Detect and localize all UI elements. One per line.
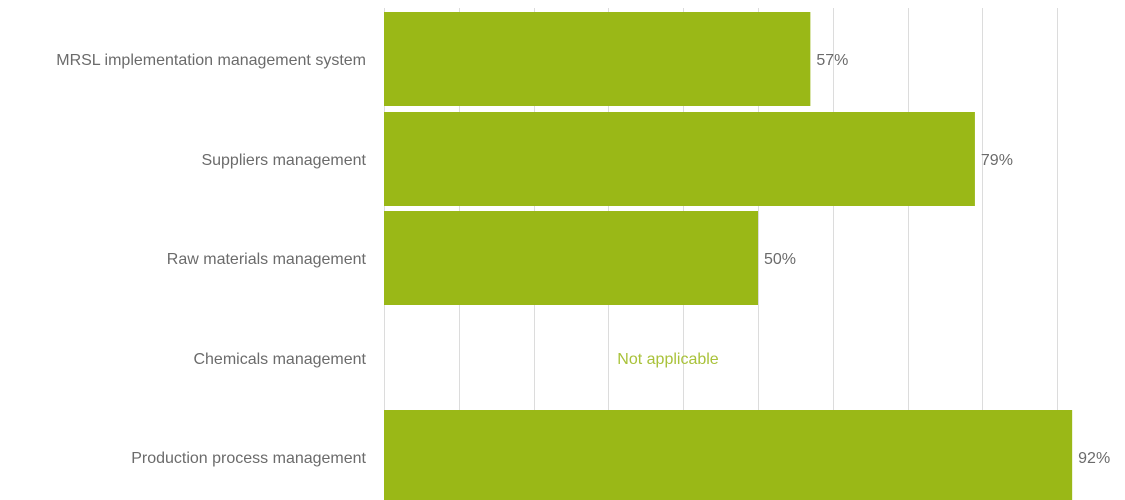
category-label: Chemicals management: [193, 351, 366, 368]
category-labels: MRSL implementation management system Sup…: [56, 52, 366, 467]
value-label: 50%: [764, 251, 796, 268]
bars: [384, 12, 1073, 500]
value-label: 92%: [1078, 450, 1110, 467]
value-label: 79%: [981, 152, 1013, 169]
not-applicable-label: Not applicable: [617, 351, 719, 368]
value-labels: 57% 79% 50% Not applicable 92%: [617, 52, 1110, 467]
bar: [384, 12, 811, 106]
category-label: MRSL implementation management system: [56, 52, 366, 69]
category-label: Raw materials management: [167, 251, 367, 268]
category-label: Production process management: [131, 450, 366, 467]
bar: [384, 211, 758, 305]
bar: [384, 410, 1073, 500]
bar: [384, 112, 975, 206]
category-label: Suppliers management: [201, 152, 366, 169]
value-label: 57%: [816, 52, 848, 69]
